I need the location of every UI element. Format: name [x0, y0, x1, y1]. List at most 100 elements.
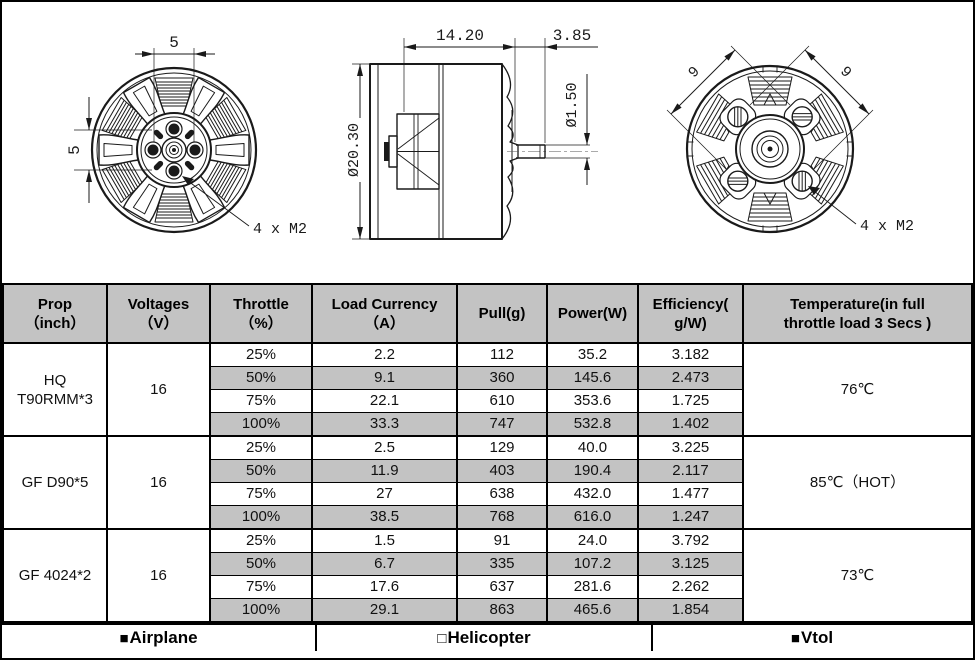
throttle-cell: 50% — [209, 366, 313, 390]
efficiency-cell: 1.477 — [637, 482, 744, 506]
power-cell: 40.0 — [546, 435, 639, 460]
spec-row: 100% 33.3 747 532.8 1.402 — [3, 412, 972, 437]
pull-cell: 768 — [456, 505, 548, 530]
power-cell: 532.8 — [546, 412, 639, 437]
power-cell: 190.4 — [546, 459, 639, 483]
current-cell: 17.6 — [311, 575, 458, 599]
side-dim-length: 14.20 — [436, 27, 484, 45]
temperature-cell: 85℃（HOT） — [742, 435, 973, 530]
current-cell: 2.5 — [311, 435, 458, 460]
efficiency-cell: 3.792 — [637, 528, 744, 553]
aircraft-type-footer: ■ Airplane □ Helicopter ■ Vtol — [2, 623, 973, 651]
aircraft-type-airplane: ■ Airplane — [2, 625, 315, 651]
power-cell: 353.6 — [546, 389, 639, 413]
spec-row: GF 4024*2 16 25% 1.5 91 24.0 3.792 73℃ — [2, 528, 973, 623]
efficiency-cell: 1.725 — [637, 389, 744, 413]
power-cell: 145.6 — [546, 366, 639, 390]
spec-row: 75% 22.1 610 353.6 1.725 — [3, 389, 972, 413]
spec-row: 75% 27 638 432.0 1.477 — [3, 482, 972, 506]
rear-dim-left: 9 — [685, 63, 703, 81]
throttle-cell: 100% — [209, 505, 313, 530]
pull-cell: 112 — [456, 342, 548, 367]
spec-row: 50% 6.7 335 107.2 3.125 — [3, 552, 972, 576]
power-cell: 281.6 — [546, 575, 639, 599]
efficiency-cell: 3.225 — [637, 435, 744, 460]
spec-row: GF D90*5 16 25% 2.5 129 40.0 3.225 85℃（HOT） — [2, 435, 973, 530]
power-cell: 432.0 — [546, 482, 639, 506]
power-cell: 35.2 — [546, 342, 639, 367]
col-header-0: Prop （inch） — [2, 283, 108, 344]
voltage-cell: 16 — [106, 342, 211, 437]
current-cell: 27 — [311, 482, 458, 506]
motor-rear-view: 9 9 4 x M2 — [666, 45, 914, 235]
spec-row: 75% 17.6 637 281.6 2.262 — [3, 575, 972, 599]
power-cell: 24.0 — [546, 528, 639, 553]
throttle-cell: 50% — [209, 552, 313, 576]
efficiency-cell: 1.854 — [637, 598, 744, 623]
current-cell: 29.1 — [311, 598, 458, 623]
aircraft-type-label: Helicopter — [447, 628, 531, 647]
power-cell: 465.6 — [546, 598, 639, 623]
efficiency-cell: 1.247 — [637, 505, 744, 530]
spec-table-header: Prop （inch） Voltages （V） Throttle （%） Load … — [2, 283, 973, 344]
prop-cell: HQ T90RMM*3 — [2, 342, 108, 437]
col-header-6: Efficiency( g/W) — [637, 283, 744, 344]
front-screw-label: 4 x M2 — [253, 221, 307, 238]
current-cell: 6.7 — [311, 552, 458, 576]
rear-dim-right: 9 — [836, 63, 854, 81]
col-header-4: Pull(g) — [456, 283, 548, 344]
col-header-7: Temperature(in full throttle load 3 Secs… — [742, 283, 973, 344]
throttle-cell: 100% — [209, 412, 313, 437]
col-header-5: Power(W) — [546, 283, 639, 344]
efficiency-cell: 2.117 — [637, 459, 744, 483]
pull-cell: 335 — [456, 552, 548, 576]
pull-cell: 637 — [456, 575, 548, 599]
efficiency-cell: 3.125 — [637, 552, 744, 576]
empty-square-icon: □ — [437, 629, 447, 647]
efficiency-cell: 1.402 — [637, 412, 744, 437]
aircraft-type-label: Vtol — [800, 628, 834, 647]
throttle-cell: 75% — [209, 575, 313, 599]
efficiency-cell: 2.473 — [637, 366, 744, 390]
col-header-3: Load Currency （A） — [311, 283, 458, 344]
pull-cell: 403 — [456, 459, 548, 483]
aircraft-type-label: Airplane — [129, 628, 198, 647]
rear-screw-label: 4 x M2 — [860, 218, 914, 235]
current-cell: 38.5 — [311, 505, 458, 530]
spec-row: 100% 38.5 768 616.0 1.247 — [3, 505, 972, 530]
pull-cell: 129 — [456, 435, 548, 460]
temperature-cell: 73℃ — [742, 528, 973, 623]
filled-square-icon: ■ — [790, 629, 800, 647]
technical-drawings: 5 5 4 x M2 — [66, 27, 914, 240]
col-header-2: Throttle （%） — [209, 283, 313, 344]
filled-square-icon: ■ — [119, 629, 129, 647]
prop-cell: GF 4024*2 — [2, 528, 108, 623]
power-cell: 616.0 — [546, 505, 639, 530]
aircraft-type-helicopter: □ Helicopter — [315, 625, 651, 651]
throttle-cell: 75% — [209, 389, 313, 413]
current-cell: 11.9 — [311, 459, 458, 483]
throttle-cell: 75% — [209, 482, 313, 506]
pull-cell: 91 — [456, 528, 548, 553]
motor-spec-table: Prop （inch） Voltages （V） Throttle （%） Load … — [2, 283, 973, 623]
power-cell: 107.2 — [546, 552, 639, 576]
efficiency-cell: 2.262 — [637, 575, 744, 599]
current-cell: 1.5 — [311, 528, 458, 553]
voltage-cell: 16 — [106, 435, 211, 530]
throttle-cell: 25% — [209, 342, 313, 367]
motor-front-view: 5 5 4 x M2 — [66, 34, 307, 238]
spec-row: 50% 11.9 403 190.4 2.117 — [3, 459, 972, 483]
side-dim-diameter: Ø20.30 — [346, 123, 363, 177]
prop-cell: GF D90*5 — [2, 435, 108, 530]
current-cell: 9.1 — [311, 366, 458, 390]
pull-cell: 747 — [456, 412, 548, 437]
throttle-cell: 100% — [209, 598, 313, 623]
voltage-cell: 16 — [106, 528, 211, 623]
pull-cell: 638 — [456, 482, 548, 506]
spec-row: 100% 29.1 863 465.6 1.854 — [3, 598, 972, 623]
side-dim-shaft-diameter: Ø1.50 — [564, 82, 581, 127]
pull-cell: 360 — [456, 366, 548, 390]
side-dim-shaft-length: 3.85 — [553, 27, 591, 45]
pull-cell: 610 — [456, 389, 548, 413]
